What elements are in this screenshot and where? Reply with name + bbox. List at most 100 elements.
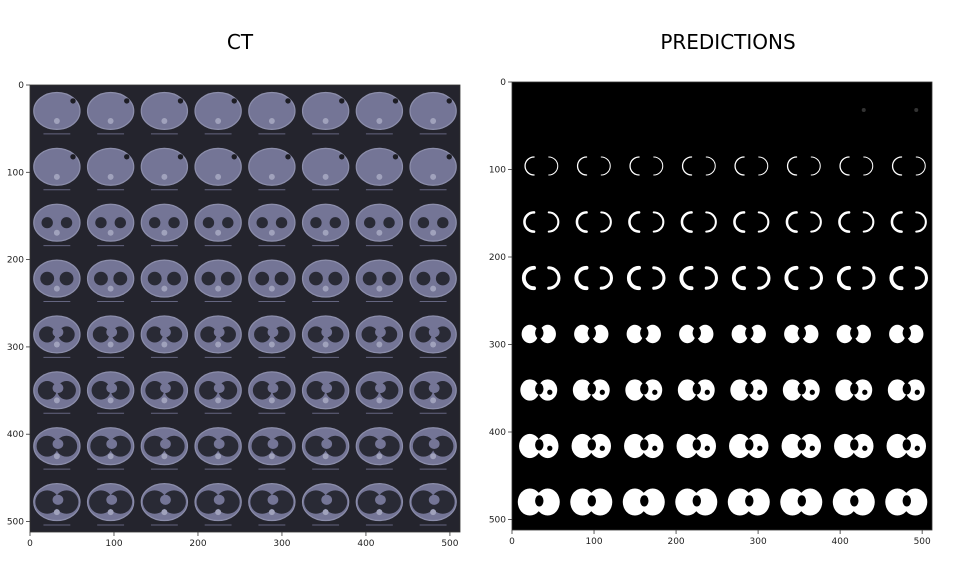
prediction-mediastinum-gap (797, 327, 806, 339)
prediction-hole (547, 389, 553, 395)
prediction-right-lung (745, 488, 770, 516)
prediction-right-lung (798, 488, 823, 516)
ct-axes-frame (29, 84, 461, 533)
prediction-right-lung (757, 266, 771, 290)
prediction-mask (679, 265, 718, 291)
predictions-image-panel: 0 100 200 300 400 500 0 100 200 300 400 500 (489, 78, 933, 547)
prediction-left-lung (520, 379, 540, 401)
prediction-mask (782, 379, 820, 401)
prediction-mask (520, 379, 558, 401)
prediction-right-lung (853, 379, 873, 401)
prediction-mask (839, 156, 874, 176)
prediction-mediastinum-gap (640, 439, 649, 451)
prediction-mask (680, 211, 717, 233)
prediction-mediastinum-gap (902, 439, 911, 451)
prediction-mask (625, 379, 663, 401)
prediction-mask (628, 211, 665, 233)
prediction-left-lung (629, 156, 640, 176)
prediction-mediastinum-gap (692, 383, 701, 395)
prediction-right-lung (799, 433, 821, 459)
prediction-right-lung (538, 379, 558, 401)
prediction-right-lung (704, 266, 718, 290)
prediction-mask (885, 488, 928, 516)
prediction-mask (836, 265, 876, 291)
ct-x-tick-label: 0 (27, 539, 33, 549)
prediction-right-lung (590, 379, 610, 401)
prediction-mask (835, 379, 873, 401)
predictions-panel-title: PREDICTIONS (660, 30, 796, 54)
pred-y-tick-label: 300 (489, 341, 506, 351)
prediction-left-lung (679, 324, 696, 344)
prediction-left-lung (733, 211, 746, 233)
prediction-left-lung (782, 379, 802, 401)
prediction-mediastinum-gap (535, 383, 544, 395)
prediction-right-lung (903, 488, 928, 516)
prediction-left-lung (622, 488, 647, 516)
pred-y-tick-label: 400 (489, 428, 506, 438)
prediction-right-lung (915, 211, 927, 233)
prediction-mask (729, 433, 769, 459)
prediction-right-lung (641, 433, 664, 459)
prediction-left-lung (523, 211, 536, 233)
prediction-speck (914, 108, 919, 112)
prediction-mask (731, 324, 766, 344)
prediction-mediastinum-gap (535, 495, 544, 507)
prediction-left-lung (521, 324, 539, 344)
pred-y-tick-label: 500 (489, 516, 506, 526)
ct-y-tick-label: 500 (7, 518, 24, 528)
prediction-right-lung (904, 433, 926, 459)
prediction-right-lung (548, 156, 559, 176)
prediction-left-lung (521, 265, 536, 291)
prediction-left-lung (574, 265, 589, 291)
prediction-mask (734, 156, 769, 176)
pred-x-tick-label: 0 (509, 537, 515, 547)
prediction-mask (889, 324, 924, 344)
pred-x-tick-label: 200 (667, 537, 684, 547)
prediction-mediastinum-gap (745, 383, 754, 395)
prediction-right-lung (599, 266, 613, 290)
prediction-mask (679, 324, 714, 344)
prediction-mediastinum-gap (745, 495, 754, 507)
prediction-right-lung (653, 156, 664, 176)
prediction-right-lung (600, 156, 611, 176)
prediction-mask (575, 211, 612, 233)
prediction-mask (836, 324, 871, 344)
prediction-right-lung (809, 266, 823, 290)
pred-x-tick-label: 500 (914, 537, 931, 547)
prediction-left-lung (729, 433, 751, 459)
prediction-right-lung (914, 266, 928, 290)
prediction-left-lung (780, 488, 805, 516)
prediction-hole (547, 445, 553, 451)
ct-x-tick-label: 500 (441, 539, 458, 549)
predictions-image-background (512, 82, 932, 530)
ct-image-panel: 0 100 200 300 400 500 0 100 200 300 400 500 (7, 81, 461, 549)
predictions-mask-grid (517, 108, 928, 516)
prediction-right-lung (640, 488, 665, 516)
prediction-mask (780, 488, 823, 516)
prediction-hole (862, 389, 868, 395)
prediction-mediastinum-gap (587, 439, 596, 451)
prediction-right-lung (547, 266, 561, 290)
prediction-right-lung (801, 324, 819, 344)
prediction-right-lung (749, 324, 766, 344)
prediction-left-lung (628, 211, 641, 233)
pred-x-tick-label: 400 (832, 537, 849, 547)
prediction-hole (652, 445, 658, 451)
prediction-left-lung (519, 433, 541, 459)
prediction-mask (571, 433, 611, 459)
ct-noise-overlay (30, 85, 460, 532)
prediction-left-lung (679, 265, 694, 291)
prediction-mediastinum-gap (535, 439, 544, 451)
ct-x-tick-label: 300 (273, 539, 290, 549)
prediction-left-lung (834, 433, 856, 459)
prediction-hole (704, 445, 710, 451)
prediction-mask (832, 488, 875, 516)
prediction-mask (731, 265, 771, 291)
prediction-right-lung (644, 324, 661, 344)
ct-x-tick-label: 400 (357, 539, 374, 549)
prediction-left-lung (889, 265, 904, 291)
ct-y-tick-label: 100 (7, 168, 24, 178)
prediction-right-lung (800, 379, 820, 401)
prediction-mask (624, 433, 664, 459)
